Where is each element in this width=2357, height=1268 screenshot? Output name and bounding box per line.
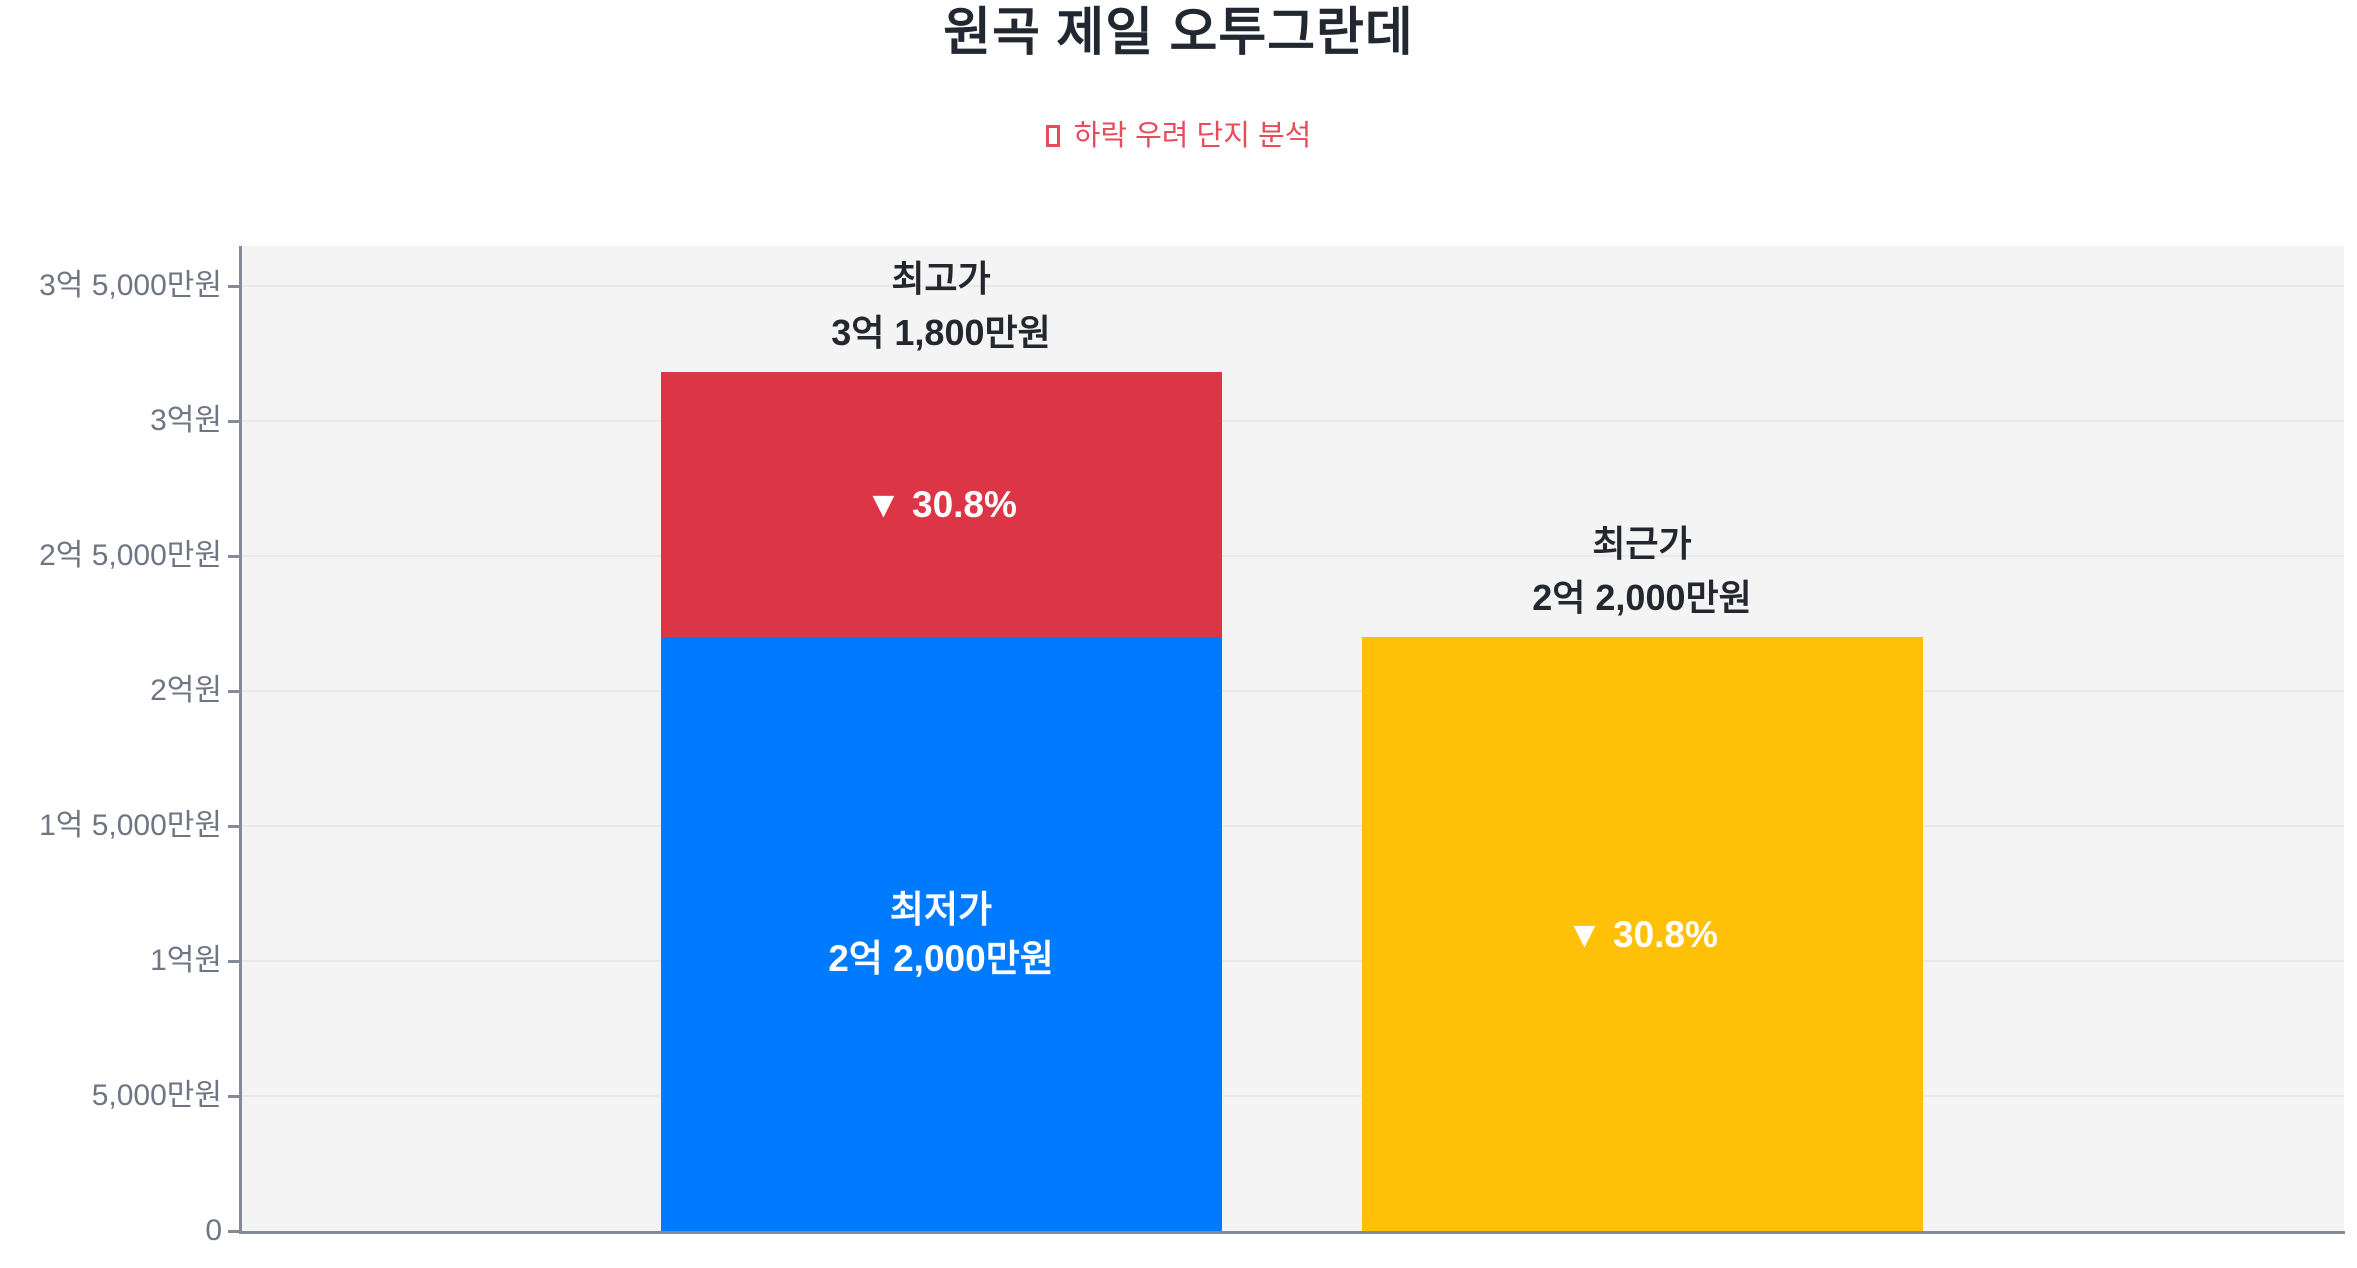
y-tick-label: 3억 5,000만원: [39, 269, 222, 302]
gridline: [241, 555, 2344, 557]
gridline: [241, 960, 2344, 962]
bar-segment[interactable]: ▼ 30.8%: [1361, 637, 1923, 1231]
y-tick-label: 2억 5,000만원: [39, 539, 222, 572]
plot-area: 최저가 2억 2,000만원 ▼ 30.8% ▼ 30.8%: [241, 246, 2344, 1231]
y-tick-mark: [228, 420, 241, 423]
gridline: [241, 1095, 2344, 1097]
y-axis-line: [239, 246, 242, 1234]
chart-title: 원곡 제일 오투그란데: [943, 4, 1414, 62]
y-tick-mark: [228, 690, 241, 693]
y-tick-label: 3억원: [150, 404, 222, 437]
y-tick-mark: [228, 960, 241, 963]
bar-top-label: 최고가 3억 1,800만원: [831, 258, 1051, 354]
y-tick-mark: [228, 1230, 241, 1233]
bar[interactable]: 최저가 2억 2,000만원 ▼ 30.8%: [660, 372, 1222, 1231]
y-tick-label: 5,000만원: [91, 1079, 222, 1112]
y-tick-mark: [228, 825, 241, 828]
bar-segment[interactable]: ▼ 30.8%: [660, 372, 1222, 637]
bar-segment-label: ▼ 30.8%: [1566, 913, 1718, 955]
gridline: [241, 420, 2344, 422]
bar-segment[interactable]: 최저가 2억 2,000만원: [660, 636, 1222, 1231]
chart-subtitle-text: 하락 우려 단지 분석: [1073, 120, 1312, 152]
y-tick-label: 1억원: [150, 944, 222, 977]
box-glyph-icon: [1045, 125, 1060, 147]
y-tick-mark: [228, 1095, 241, 1098]
bar-top-label: 최근가 2억 2,000만원: [1532, 523, 1752, 618]
bar-segment-label: 최저가 2억 2,000만원: [828, 888, 1054, 979]
gridline: [241, 285, 2344, 287]
bar-segment-label: ▼ 30.8%: [865, 484, 1017, 526]
y-tick-label: 1억 5,000만원: [39, 809, 222, 842]
x-axis-line: [239, 1231, 2345, 1234]
gridline: [241, 825, 2344, 827]
y-tick-mark: [228, 555, 241, 558]
bar[interactable]: ▼ 30.8%: [1361, 637, 1923, 1231]
chart-subtitle: 하락 우려 단지 분석: [0, 116, 2357, 156]
y-tick-label: 0: [205, 1214, 222, 1247]
gridline: [241, 690, 2344, 692]
y-tick-label: 2억원: [150, 674, 222, 707]
y-tick-mark: [228, 285, 241, 288]
